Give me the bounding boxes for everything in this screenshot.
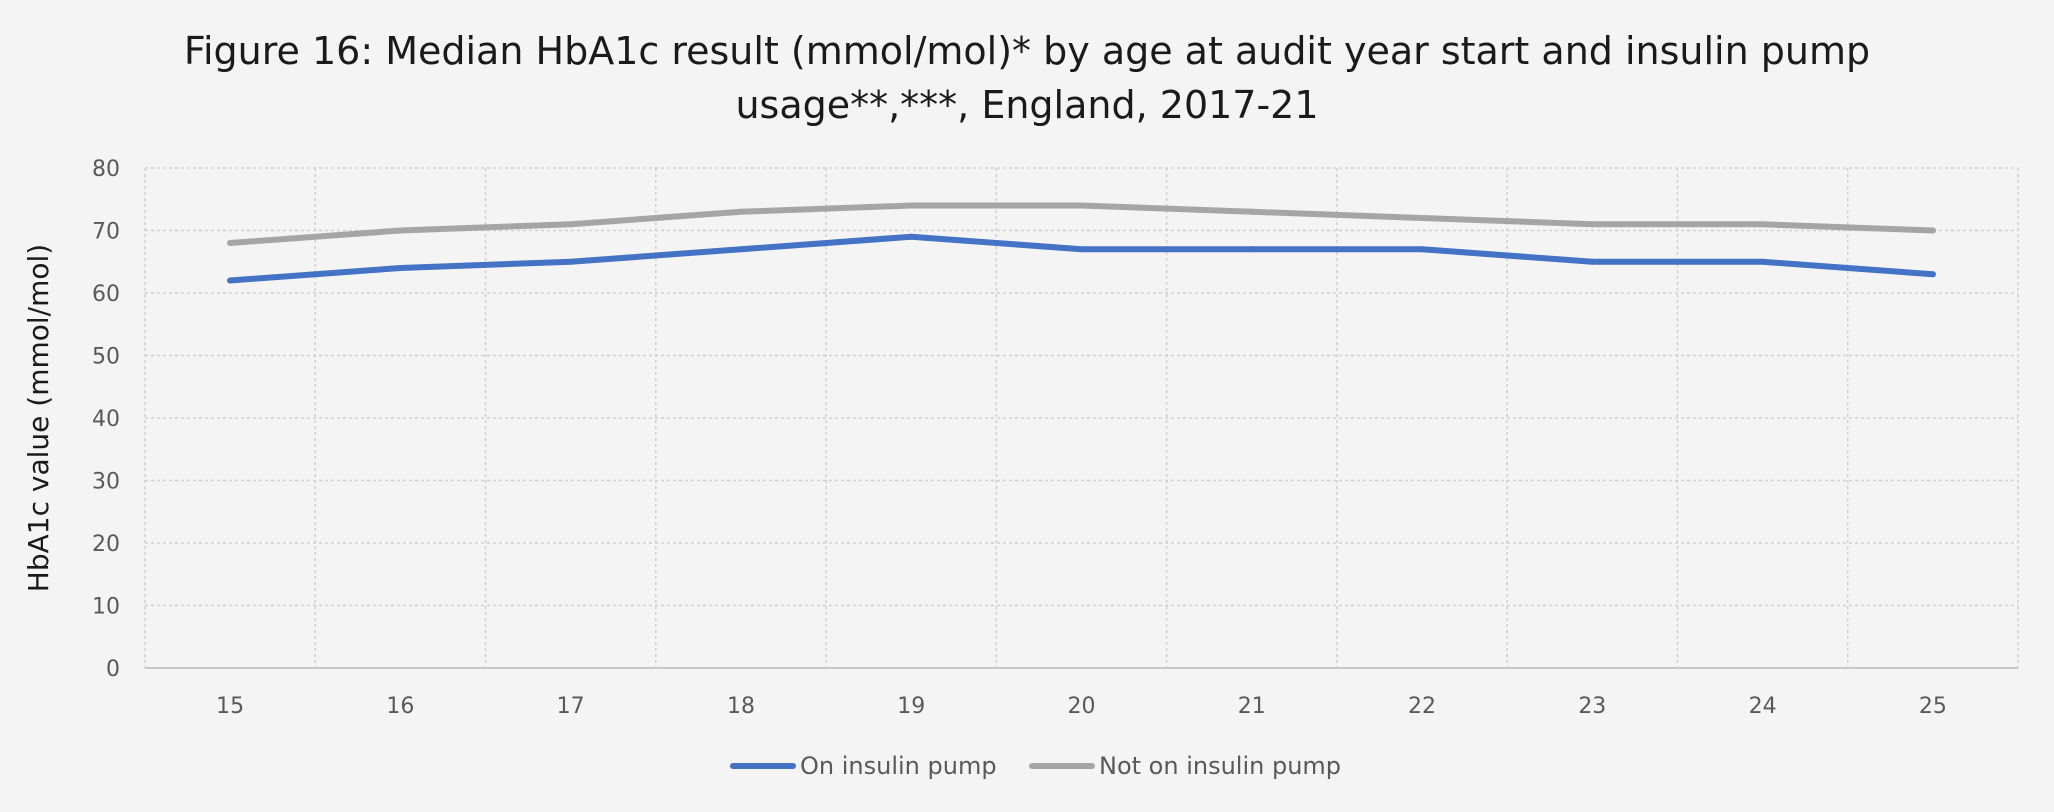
data-point-not-on-insulin-pump-23 <box>1589 221 1596 228</box>
x-tick-label-20: 20 <box>1068 694 1096 719</box>
y-axis-ticks: 0 10 20 30 40 50 60 70 80 <box>92 157 120 682</box>
data-point-on-insulin-pump-19 <box>908 233 915 240</box>
x-tick-label-15: 15 <box>216 694 244 719</box>
x-tick-label-18: 18 <box>727 694 755 719</box>
chart-title-line-1: Figure 16: Median HbA1c result (mmol/mol… <box>184 29 1870 73</box>
data-point-on-insulin-pump-16 <box>397 265 404 271</box>
data-point-not-on-insulin-pump-21 <box>1248 208 1255 215</box>
chart-title-line-2: usage**,***, England, 2017-21 <box>735 83 1318 127</box>
data-point-on-insulin-pump-18 <box>737 246 744 253</box>
x-tick-label-19: 19 <box>897 694 925 719</box>
data-point-on-insulin-pump-15 <box>227 277 234 284</box>
data-point-not-on-insulin-pump-16 <box>397 227 404 234</box>
x-tick-label-21: 21 <box>1238 694 1266 719</box>
data-point-not-on-insulin-pump-15 <box>227 240 234 246</box>
y-tick-label-40: 40 <box>92 407 120 432</box>
data-point-on-insulin-pump-21 <box>1248 246 1255 253</box>
y-tick-label-10: 10 <box>92 595 120 620</box>
x-tick-label-16: 16 <box>386 694 414 719</box>
y-tick-label-60: 60 <box>92 282 120 307</box>
data-point-not-on-insulin-pump-22 <box>1419 215 1426 221</box>
legend: On insulin pump Not on insulin pump <box>730 752 1341 780</box>
y-tick-label-20: 20 <box>92 532 120 557</box>
data-point-not-on-insulin-pump-25 <box>1929 227 1936 234</box>
data-point-not-on-insulin-pump-19 <box>908 202 915 209</box>
data-point-not-on-insulin-pump-17 <box>567 221 574 228</box>
plot-area: 0 10 20 30 40 50 60 70 80 15 16 17 18 19 20 21 22 23 24 25 <box>92 157 2019 719</box>
legend-label-not-on-insulin-pump: Not on insulin pump <box>1099 752 1341 780</box>
x-tick-label-24: 24 <box>1749 694 1777 719</box>
gridlines <box>144 167 2019 669</box>
data-point-on-insulin-pump-23 <box>1589 258 1596 265</box>
y-tick-label-80: 80 <box>92 157 120 182</box>
data-point-not-on-insulin-pump-24 <box>1759 221 1766 228</box>
data-point-on-insulin-pump-25 <box>1929 271 1936 278</box>
legend-label-on-insulin-pump: On insulin pump <box>800 752 997 780</box>
y-tick-label-70: 70 <box>92 220 120 245</box>
x-axis-ticks: 15 16 17 18 19 20 21 22 23 24 25 <box>216 694 1947 719</box>
data-point-on-insulin-pump-17 <box>567 258 574 265</box>
series-lines <box>227 202 1936 284</box>
data-point-on-insulin-pump-20 <box>1078 246 1085 253</box>
x-tick-label-22: 22 <box>1408 694 1436 719</box>
y-axis-title: HbA1c value (mmol/mol) <box>22 244 55 592</box>
y-tick-label-50: 50 <box>92 345 120 370</box>
y-tick-label-30: 30 <box>92 470 120 495</box>
data-point-on-insulin-pump-22 <box>1419 246 1426 253</box>
data-point-not-on-insulin-pump-20 <box>1078 202 1085 209</box>
y-tick-label-0: 0 <box>106 657 120 682</box>
x-tick-label-23: 23 <box>1578 694 1606 719</box>
x-tick-label-25: 25 <box>1919 694 1947 719</box>
data-point-not-on-insulin-pump-18 <box>737 208 744 215</box>
x-tick-label-17: 17 <box>557 694 585 719</box>
data-point-on-insulin-pump-24 <box>1759 258 1766 265</box>
